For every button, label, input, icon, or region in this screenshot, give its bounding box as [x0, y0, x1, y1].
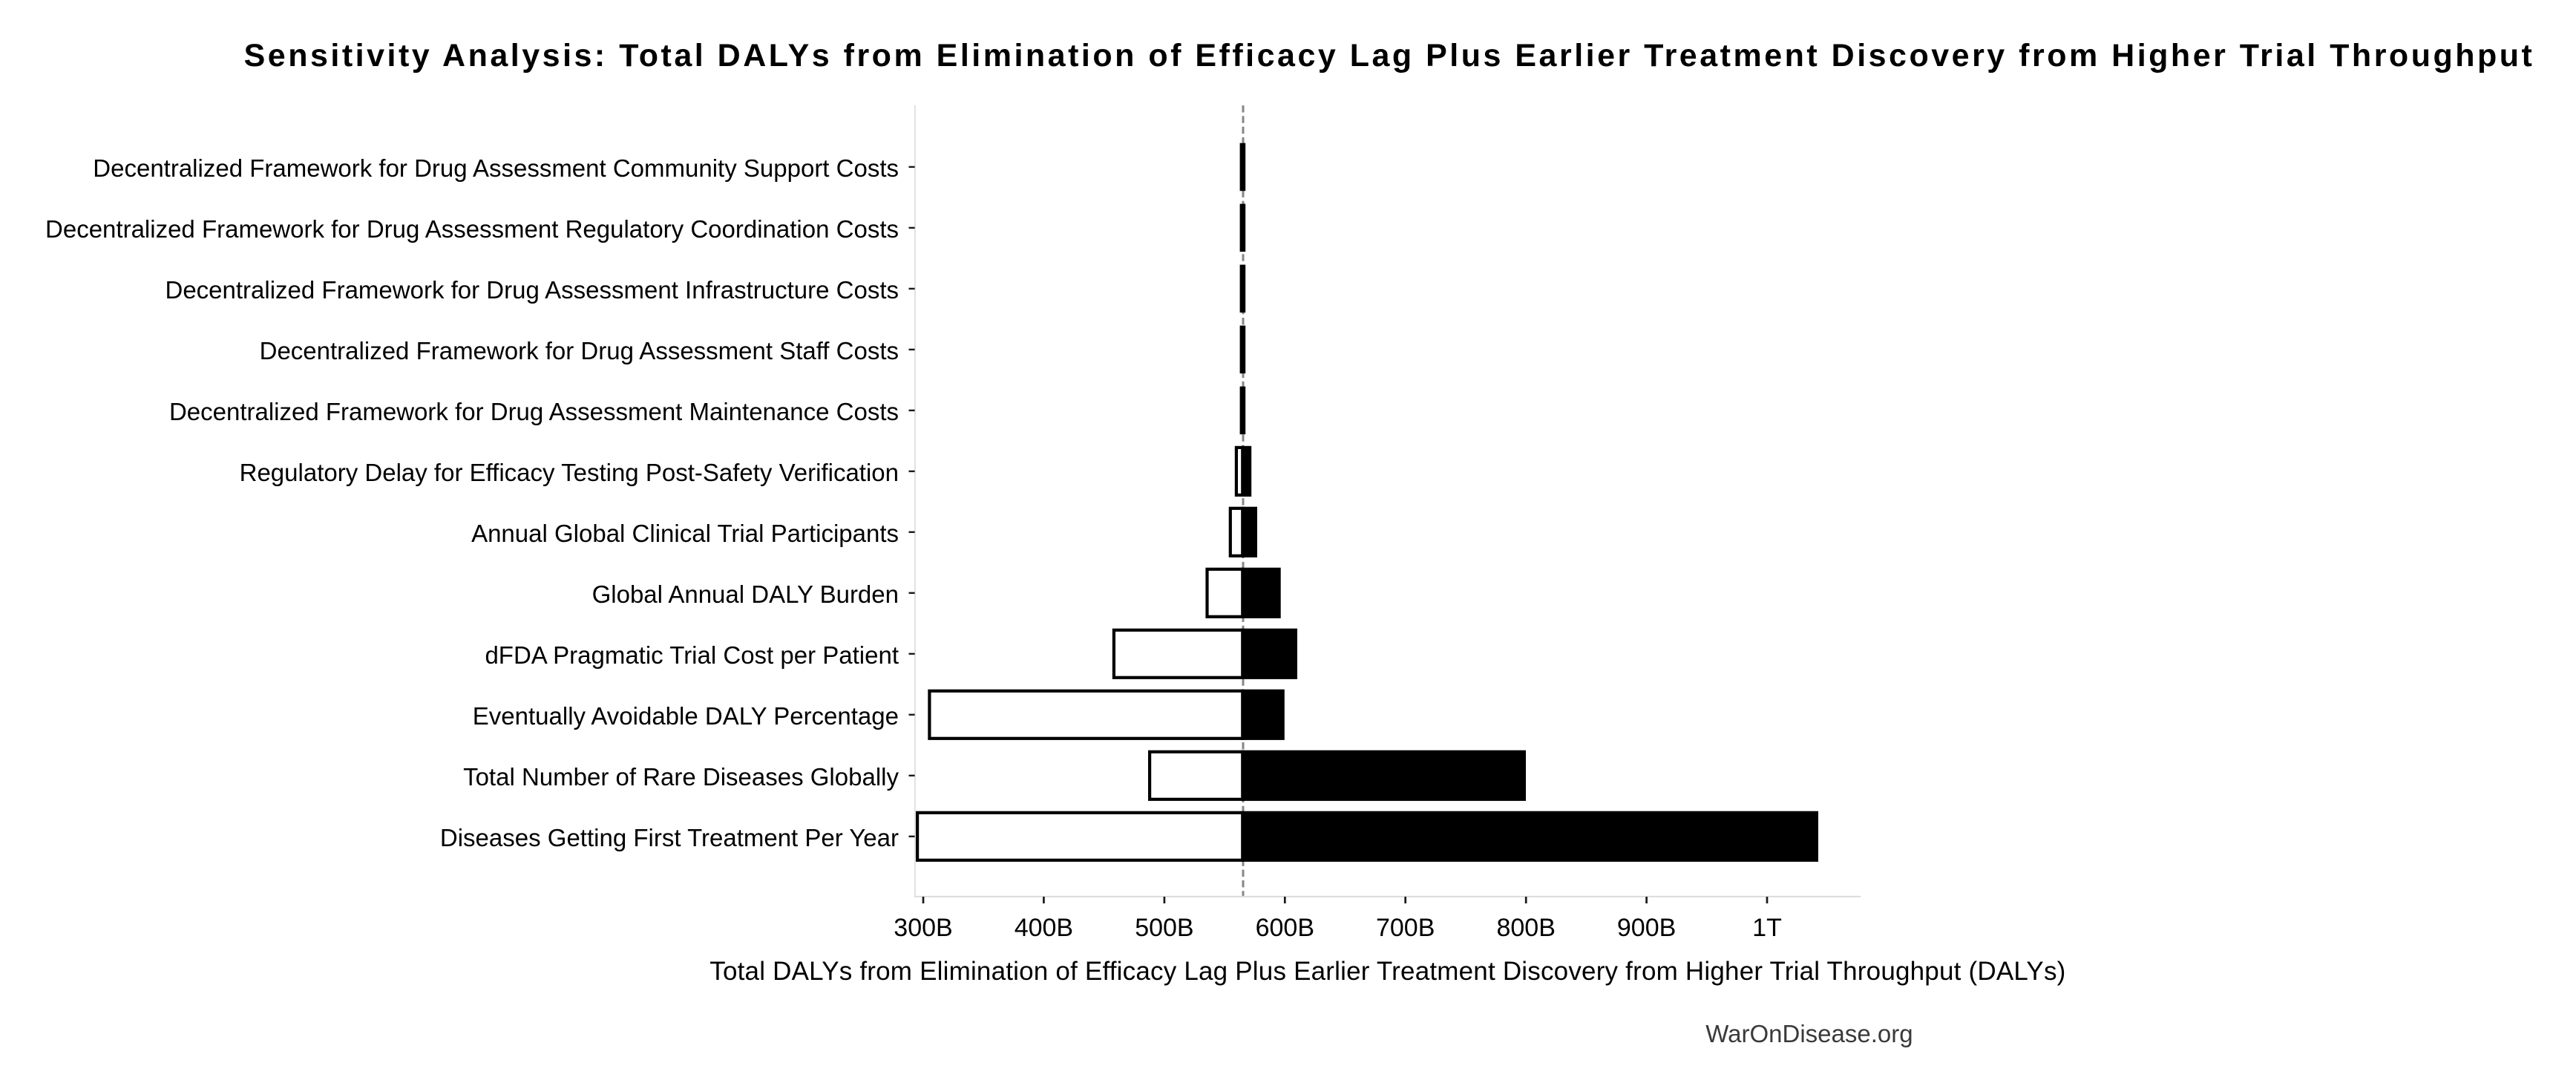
- svg-text:Decentralized Framework for Dr: Decentralized Framework for Drug Assessm…: [169, 398, 899, 425]
- svg-text:1T: 1T: [1752, 914, 1782, 942]
- svg-text:Decentralized Framework for Dr: Decentralized Framework for Drug Assessm…: [45, 215, 899, 243]
- svg-text:Total Number of Rare Diseases: Total Number of Rare Diseases Globally: [463, 763, 899, 791]
- svg-text:dFDA Pragmatic Trial Cost per: dFDA Pragmatic Trial Cost per Patient: [485, 641, 899, 669]
- svg-text:500B: 500B: [1135, 914, 1193, 942]
- svg-text:900B: 900B: [1617, 914, 1676, 942]
- svg-text:WarOnDisease.org: WarOnDisease.org: [1705, 1020, 1913, 1047]
- svg-text:700B: 700B: [1376, 914, 1435, 942]
- svg-text:Eventually Avoidable DALY Perc: Eventually Avoidable DALY Percentage: [473, 702, 899, 730]
- svg-text:400B: 400B: [1015, 914, 1073, 942]
- svg-text:Annual Global Clinical Trial P: Annual Global Clinical Trial Participant…: [471, 520, 899, 547]
- svg-text:Decentralized Framework for Dr: Decentralized Framework for Drug Assessm…: [260, 337, 899, 364]
- svg-text:300B: 300B: [894, 914, 952, 942]
- svg-text:600B: 600B: [1256, 914, 1314, 942]
- svg-text:Decentralized Framework for Dr: Decentralized Framework for Drug Assessm…: [165, 276, 899, 304]
- svg-text:Sensitivity Analysis: Total DA: Sensitivity Analysis: Total DALYs from E…: [244, 38, 2535, 73]
- svg-text:Global Annual DALY Burden: Global Annual DALY Burden: [592, 580, 899, 608]
- svg-text:800B: 800B: [1496, 914, 1555, 942]
- svg-text:Decentralized Framework for Dr: Decentralized Framework for Drug Assessm…: [93, 154, 899, 182]
- svg-text:Regulatory Delay for Efficacy: Regulatory Delay for Efficacy Testing Po…: [240, 459, 899, 486]
- svg-text:Total DALYs from Elimination o: Total DALYs from Elimination of Efficacy…: [709, 957, 2065, 986]
- svg-text:Diseases Getting First Treatme: Diseases Getting First Treatment Per Yea…: [440, 824, 899, 851]
